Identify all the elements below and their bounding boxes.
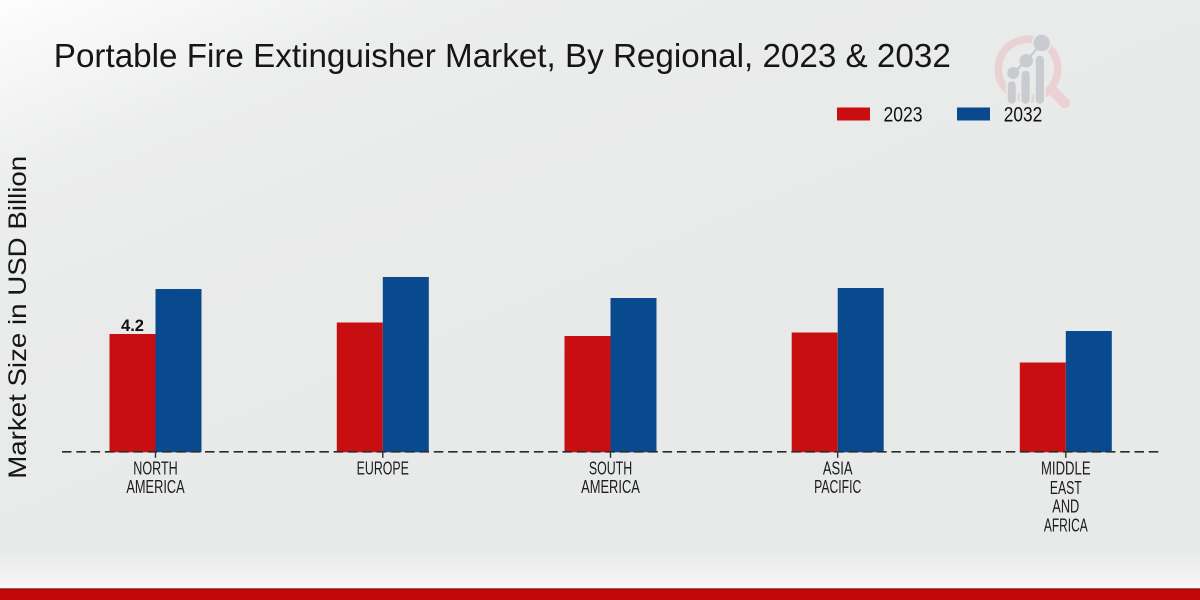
svg-text:Market Size in USD Billion: Market Size in USD Billion: [4, 156, 32, 479]
svg-text:AND: AND: [1052, 497, 1079, 517]
svg-text:AFRICA: AFRICA: [1044, 516, 1088, 536]
svg-text:Portable Fire Extinguisher Mar: Portable Fire Extinguisher Market, By Re…: [54, 38, 951, 75]
svg-text:SOUTH: SOUTH: [589, 459, 632, 479]
svg-text:EUROPE: EUROPE: [357, 459, 409, 479]
svg-text:ASIA: ASIA: [823, 459, 853, 479]
svg-text:AMERICA: AMERICA: [126, 477, 184, 497]
svg-text:2023: 2023: [884, 104, 923, 127]
svg-text:MIDDLE: MIDDLE: [1041, 459, 1091, 479]
svg-text:4.2: 4.2: [121, 316, 144, 335]
svg-text:NORTH: NORTH: [133, 459, 178, 479]
svg-text:PACIFIC: PACIFIC: [814, 477, 861, 497]
svg-text:2032: 2032: [1004, 104, 1043, 127]
svg-text:AMERICA: AMERICA: [581, 477, 640, 497]
svg-text:EAST: EAST: [1050, 478, 1082, 498]
